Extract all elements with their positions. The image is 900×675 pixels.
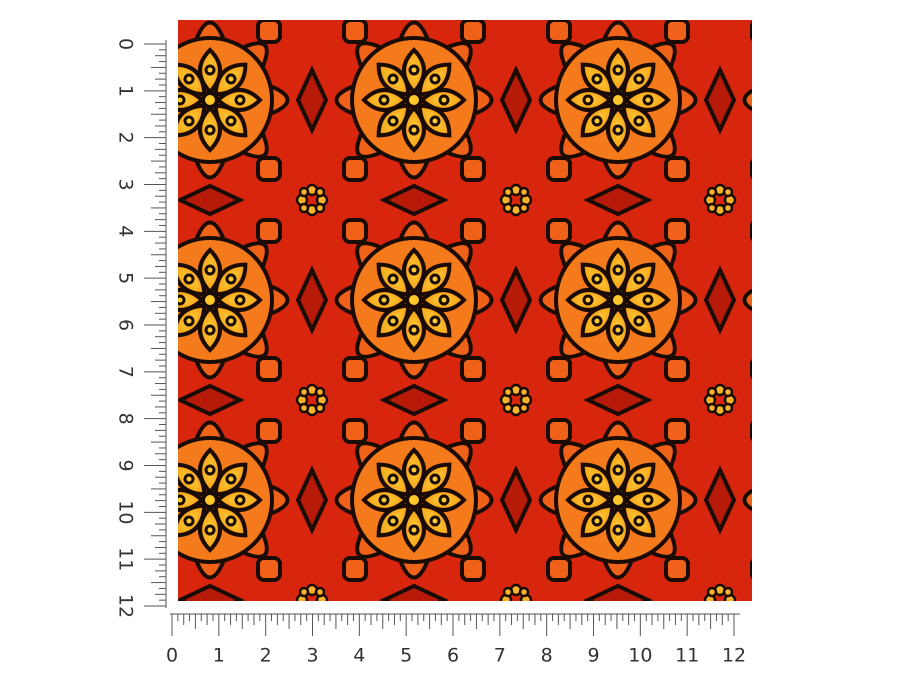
ruler-label: 4 (353, 645, 365, 667)
ruler-label: 1 (213, 645, 225, 667)
ruler-label: 12 (115, 594, 137, 618)
ruler-label: 2 (115, 132, 137, 144)
ruler-label: 10 (628, 645, 652, 667)
ruler-label: 7 (494, 645, 506, 667)
ruler-label: 1 (115, 85, 137, 97)
ruler-label: 5 (115, 272, 137, 284)
ruler-label: 9 (587, 645, 599, 667)
ruler-label: 10 (115, 500, 137, 524)
ruler-label: 11 (115, 547, 137, 571)
ruler-label: 4 (115, 225, 137, 237)
ruler-label: 2 (260, 645, 272, 667)
ruler-label: 8 (115, 413, 137, 425)
ruler-label: 7 (115, 366, 137, 378)
ruler-label: 5 (400, 645, 412, 667)
ruler-label: 6 (447, 645, 459, 667)
ruler-label: 3 (115, 178, 137, 190)
ruler-label: 0 (166, 645, 178, 667)
ruler-label: 12 (722, 645, 746, 667)
ruler-label: 8 (541, 645, 553, 667)
ruler-label: 9 (115, 459, 137, 471)
vinyl-pattern (178, 20, 752, 601)
ruler-label: 0 (115, 38, 137, 50)
ruler-label: 11 (675, 645, 699, 667)
ruler-label: 6 (115, 319, 137, 331)
ruler-label: 3 (306, 645, 318, 667)
